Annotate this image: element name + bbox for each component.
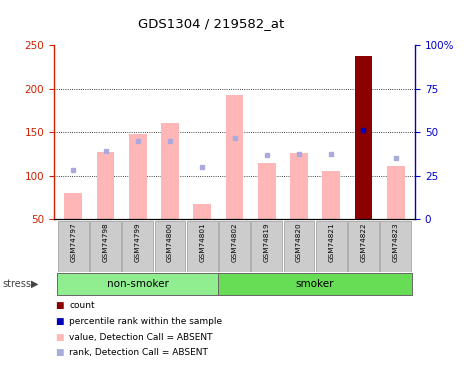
Bar <box>226 95 243 219</box>
Bar <box>161 123 179 219</box>
Text: ■: ■ <box>55 317 64 326</box>
Text: GSM74802: GSM74802 <box>232 223 237 262</box>
Bar <box>290 153 308 219</box>
Text: ▶: ▶ <box>31 279 39 289</box>
Text: GSM74800: GSM74800 <box>167 223 173 262</box>
Text: ■: ■ <box>55 333 64 342</box>
Bar <box>219 273 412 295</box>
Text: smoker: smoker <box>296 279 334 289</box>
Bar <box>387 166 405 219</box>
Text: GSM74819: GSM74819 <box>264 223 270 262</box>
Text: ■: ■ <box>55 348 64 357</box>
Bar <box>283 221 314 272</box>
Text: GSM74798: GSM74798 <box>103 223 108 262</box>
Text: value, Detection Call = ABSENT: value, Detection Call = ABSENT <box>69 333 213 342</box>
Text: GSM74801: GSM74801 <box>199 223 205 262</box>
Text: GSM74797: GSM74797 <box>70 223 76 262</box>
Text: GDS1304 / 219582_at: GDS1304 / 219582_at <box>138 17 284 30</box>
Bar <box>219 221 250 272</box>
Bar <box>316 221 347 272</box>
Bar <box>193 204 211 219</box>
Text: GSM74822: GSM74822 <box>361 223 366 262</box>
Text: rank, Detection Call = ABSENT: rank, Detection Call = ABSENT <box>69 348 208 357</box>
Bar <box>97 152 114 219</box>
Text: non-smoker: non-smoker <box>107 279 169 289</box>
Bar <box>64 193 82 219</box>
Bar <box>129 134 147 219</box>
Text: GSM74820: GSM74820 <box>296 223 302 262</box>
Bar <box>57 273 219 295</box>
Bar <box>90 221 121 272</box>
Bar <box>380 221 411 272</box>
Text: GSM74823: GSM74823 <box>393 223 399 262</box>
Bar <box>258 163 276 219</box>
Bar <box>154 221 185 272</box>
Text: stress: stress <box>2 279 31 289</box>
Bar <box>187 221 218 272</box>
Text: count: count <box>69 301 95 310</box>
Bar <box>251 221 282 272</box>
Text: percentile rank within the sample: percentile rank within the sample <box>69 317 222 326</box>
Bar <box>355 56 372 219</box>
Bar <box>348 221 379 272</box>
Text: GSM74799: GSM74799 <box>135 223 141 262</box>
Text: GSM74821: GSM74821 <box>328 223 334 262</box>
Bar <box>58 221 89 272</box>
Bar <box>322 171 340 219</box>
Bar <box>122 221 153 272</box>
Text: ■: ■ <box>55 301 64 310</box>
